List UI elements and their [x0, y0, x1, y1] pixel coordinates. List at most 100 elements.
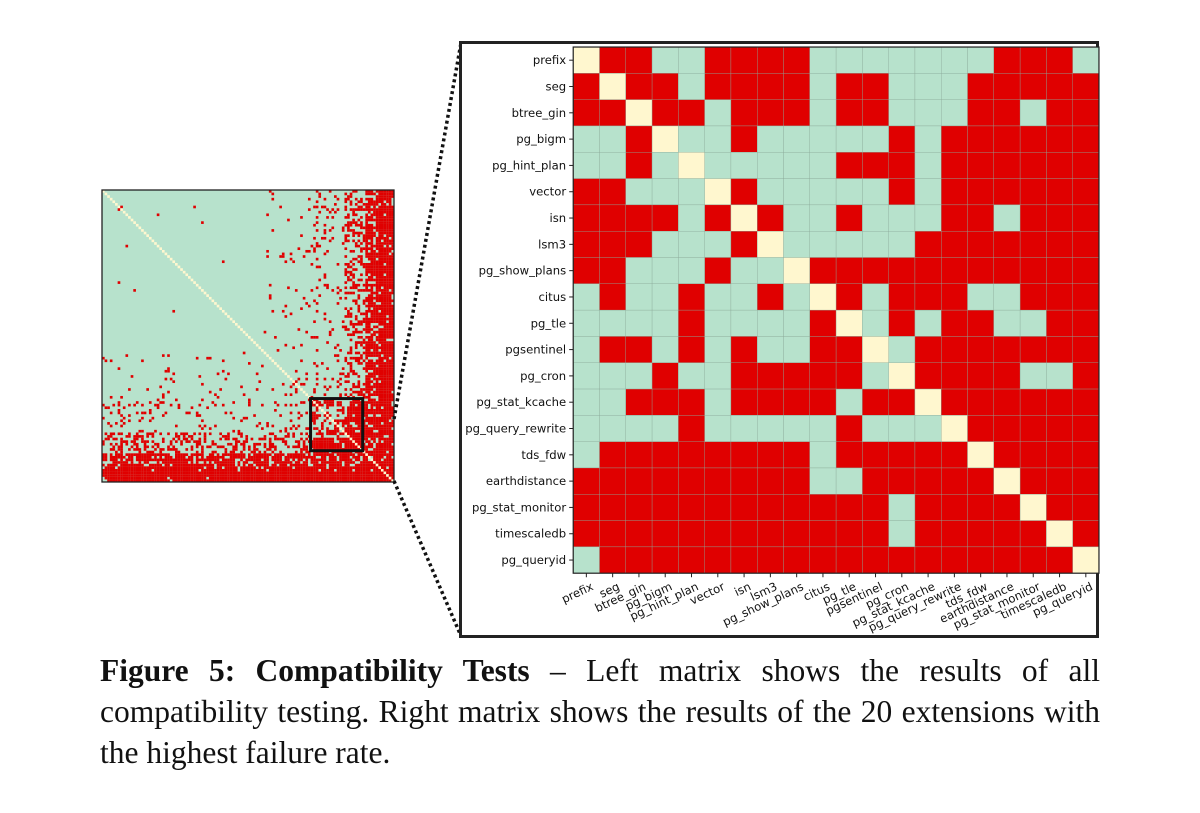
overview-cell [383, 221, 387, 224]
overview-cell [315, 190, 319, 193]
overview-cell [102, 403, 105, 407]
cell-pg_query_rewrite-pg_queryid [1072, 415, 1100, 442]
overview-cell [328, 229, 332, 232]
overview-cell [117, 409, 121, 412]
y-tick-label: btree_gin [512, 106, 567, 120]
overview-cell [380, 471, 384, 475]
overview-cell [193, 476, 196, 480]
overview-cell [268, 445, 272, 449]
overview-cell [344, 216, 348, 219]
overview-cell [268, 466, 272, 470]
overview-cell [297, 377, 301, 381]
overview-cell [255, 463, 259, 467]
overview-cell [367, 205, 371, 209]
overview-cell [229, 317, 233, 321]
overview-cell [352, 276, 355, 279]
overview-cell [167, 461, 170, 464]
overview-cell [360, 474, 363, 477]
overview-cell [172, 479, 176, 483]
overview-cell [386, 276, 389, 279]
cell-pg_bigm-citus [809, 125, 837, 153]
overview-cell [339, 455, 342, 459]
overview-cell [367, 218, 371, 222]
overview-cell [266, 479, 269, 483]
overview-cell [135, 455, 139, 459]
overview-cell [380, 367, 384, 370]
overview-cell [229, 466, 233, 470]
overview-cell [148, 479, 152, 483]
overview-cell [388, 200, 392, 204]
overview-cell [373, 260, 376, 264]
overview-cell [130, 458, 134, 462]
overview-cell [248, 403, 251, 407]
overview-cell [373, 390, 376, 394]
overview-cell [370, 359, 374, 363]
overview-cell [141, 229, 144, 232]
overview-cell [297, 453, 301, 456]
overview-cell [195, 479, 199, 483]
overview-cell [344, 197, 348, 201]
cell-pgsentinel-pg_stat_kcache [914, 336, 942, 363]
overview-cell [313, 205, 316, 209]
overview-cell [292, 346, 295, 350]
overview-cell [313, 468, 316, 472]
overview-cell [182, 437, 186, 441]
cell-pg_hint_plan-pg_cron [888, 152, 916, 179]
overview-cell [378, 362, 382, 365]
overview-cell [284, 442, 288, 446]
overview-cell [380, 356, 384, 360]
overview-cell [253, 468, 256, 472]
cell-vector-prefix [573, 178, 600, 206]
overview-cell [281, 474, 285, 477]
overview-cell [323, 229, 327, 232]
overview-cell [354, 286, 358, 290]
overview-cell [365, 226, 368, 230]
overview-cell [373, 424, 376, 428]
overview-cell [323, 455, 327, 459]
overview-cell [328, 440, 332, 443]
cell-isn-tds_fdw [967, 204, 994, 232]
overview-cell [370, 200, 374, 204]
overview-cell [240, 435, 243, 438]
overview-cell [365, 330, 368, 334]
cell-btree_gin-pgsentinel [862, 99, 889, 127]
overview-cell [388, 221, 392, 224]
overview-cell [130, 466, 134, 470]
overview-cell [318, 474, 322, 477]
overview-cell [375, 409, 379, 412]
overview-cell [365, 296, 368, 300]
overview-cell [378, 229, 382, 232]
overview-cell [221, 435, 225, 438]
overview-cell [328, 466, 332, 470]
cell-pg_queryid-pgsentinel [862, 546, 889, 574]
overview-cell [279, 458, 282, 462]
cell-pg_show_plans-pg_bigm [651, 257, 679, 284]
overview-cell [386, 382, 389, 386]
overview-cell [321, 427, 324, 430]
overview-cell [367, 416, 371, 420]
overview-cell [380, 395, 384, 399]
overview-cell [284, 458, 288, 462]
overview-cell [245, 435, 249, 438]
cell-pg_queryid-pg_hint_plan [678, 546, 705, 574]
overview-cell [388, 265, 392, 269]
overview-cell [323, 414, 327, 417]
cell-pgsentinel-pg_show_plans [783, 336, 810, 363]
overview-cell [169, 474, 173, 477]
overview-cell [386, 419, 389, 423]
overview-cell [313, 437, 316, 441]
cell-pg_stat_kcache-citus [809, 388, 837, 416]
cell-tds_fdw-pg_stat_monitor [1019, 441, 1047, 469]
cell-citus-citus [809, 283, 837, 311]
overview-cell [378, 197, 382, 201]
overview-cell [370, 453, 374, 456]
overview-cell [367, 409, 371, 412]
overview-cell [365, 247, 368, 251]
overview-cell [336, 380, 340, 383]
cell-pgsentinel-tds_fdw [967, 336, 994, 363]
overview-cell [367, 395, 371, 399]
cell-pg_queryid-citus [809, 546, 837, 574]
overview-cell [276, 466, 280, 470]
cell-timescaledb-pg_queryid [1072, 520, 1100, 548]
cell-pg_hint_plan-seg [599, 152, 626, 179]
